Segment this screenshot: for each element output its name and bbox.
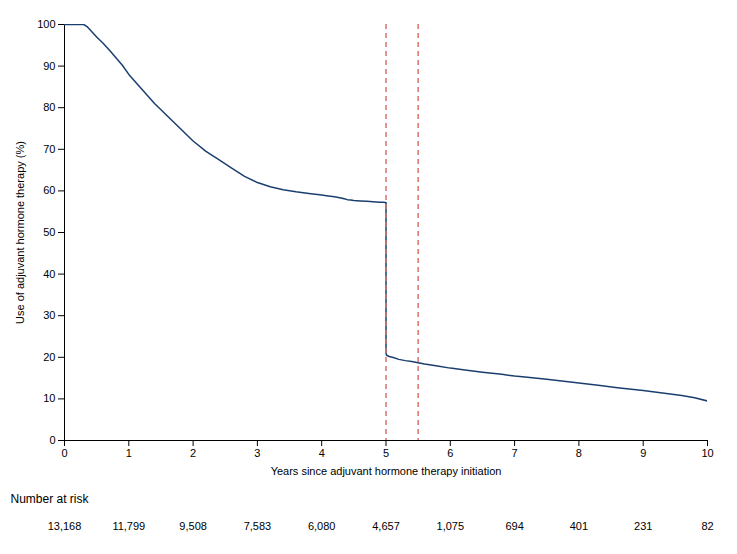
- svg-text:0: 0: [61, 447, 67, 459]
- svg-text:11,799: 11,799: [112, 520, 145, 532]
- svg-text:82: 82: [701, 520, 713, 532]
- svg-text:13,168: 13,168: [48, 520, 82, 532]
- svg-text:40: 40: [43, 268, 55, 280]
- svg-text:50: 50: [43, 226, 55, 238]
- svg-text:Number at risk: Number at risk: [11, 492, 90, 506]
- svg-text:30: 30: [43, 309, 55, 321]
- svg-text:4,657: 4,657: [372, 520, 400, 532]
- svg-text:0: 0: [49, 434, 55, 446]
- svg-text:6,080: 6,080: [308, 520, 336, 532]
- svg-text:694: 694: [505, 520, 523, 532]
- svg-text:90: 90: [43, 60, 55, 72]
- svg-text:401: 401: [570, 520, 588, 532]
- svg-text:3: 3: [254, 447, 260, 459]
- svg-text:2: 2: [190, 447, 196, 459]
- svg-text:8: 8: [576, 447, 582, 459]
- svg-text:60: 60: [43, 184, 55, 196]
- svg-text:9,508: 9,508: [179, 520, 207, 532]
- svg-text:231: 231: [634, 520, 652, 532]
- svg-text:4: 4: [319, 447, 325, 459]
- svg-text:Use of adjuvant hormone therap: Use of adjuvant hormone therapy (%): [14, 141, 26, 324]
- svg-text:70: 70: [43, 143, 55, 155]
- svg-text:9: 9: [640, 447, 646, 459]
- svg-text:6: 6: [447, 447, 453, 459]
- svg-text:10: 10: [701, 447, 713, 459]
- svg-text:80: 80: [43, 101, 55, 113]
- svg-text:1,075: 1,075: [437, 520, 465, 532]
- svg-text:10: 10: [43, 392, 55, 404]
- svg-text:1: 1: [126, 447, 132, 459]
- svg-text:7: 7: [512, 447, 518, 459]
- svg-text:Years since adjuvant hormone t: Years since adjuvant hormone therapy ini…: [271, 465, 502, 477]
- svg-text:100: 100: [37, 18, 55, 30]
- svg-text:7,583: 7,583: [244, 520, 272, 532]
- svg-text:5: 5: [383, 447, 389, 459]
- svg-text:20: 20: [43, 351, 55, 363]
